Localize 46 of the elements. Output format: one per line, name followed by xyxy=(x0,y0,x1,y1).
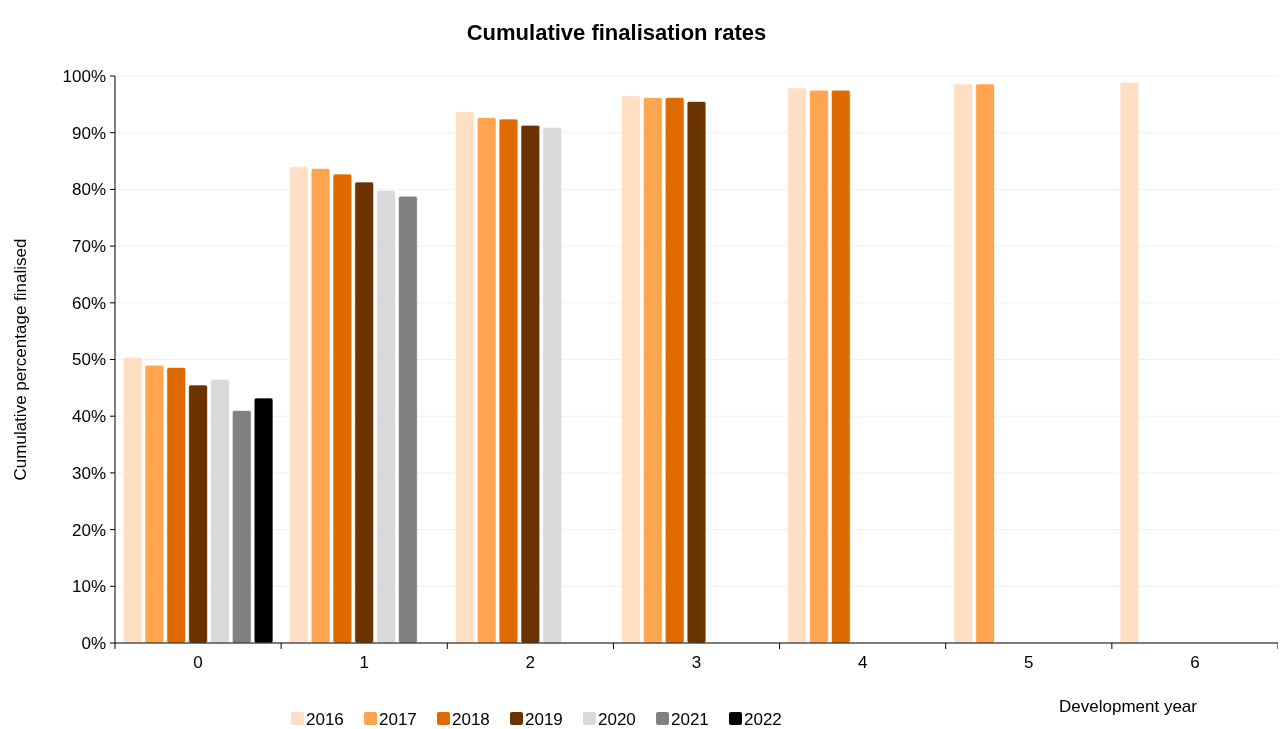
legend-label: 2022 xyxy=(744,710,782,729)
y-tick-label: 60% xyxy=(71,293,106,313)
legend-label: 2020 xyxy=(598,710,636,729)
bar xyxy=(831,89,851,644)
y-tick-label: 80% xyxy=(71,180,106,200)
y-tick-label: 100% xyxy=(62,66,106,86)
y-tick-label: 10% xyxy=(71,577,106,597)
legend-label: 2019 xyxy=(525,710,563,729)
x-tick-label: 2 xyxy=(525,653,536,672)
bar xyxy=(289,166,309,644)
bar xyxy=(166,367,186,644)
bar xyxy=(787,87,807,644)
bar xyxy=(542,127,562,644)
legend-label: 2016 xyxy=(306,710,344,729)
bar xyxy=(210,379,230,644)
x-tick-label: 4 xyxy=(857,653,868,672)
legend-label: 2021 xyxy=(671,710,709,729)
x-tick-label: 6 xyxy=(1190,653,1200,672)
legend-label: 2017 xyxy=(379,710,417,729)
x-tick-label: 3 xyxy=(691,653,702,672)
x-axis-title: Development year xyxy=(1059,697,1198,716)
y-tick-label: 40% xyxy=(71,407,106,427)
bar xyxy=(1119,81,1140,644)
bar xyxy=(376,190,396,644)
bar xyxy=(188,384,208,644)
x-tick-label: 1 xyxy=(359,653,369,672)
x-tick-label: 5 xyxy=(1024,653,1034,672)
bar xyxy=(232,410,252,644)
y-tick-label: 90% xyxy=(71,123,106,143)
y-tick-label: 50% xyxy=(71,350,106,370)
bar xyxy=(643,97,663,644)
chart-title: Cumulative finalisation rates xyxy=(466,20,767,45)
y-tick-label: 70% xyxy=(71,237,106,257)
bar xyxy=(809,89,829,644)
y-tick-label: 30% xyxy=(71,463,106,483)
bar xyxy=(455,111,475,644)
bar xyxy=(975,83,995,644)
y-tick-label: 0% xyxy=(81,633,106,653)
bar xyxy=(621,95,641,644)
bar xyxy=(354,181,374,644)
y-axis-title: Cumulative percentage finalised xyxy=(11,238,30,481)
y-tick-label: 20% xyxy=(71,520,106,540)
legend-label: 2018 xyxy=(452,710,490,729)
bar xyxy=(953,83,973,644)
bar xyxy=(398,195,418,644)
x-tick-label: 0 xyxy=(193,653,203,672)
